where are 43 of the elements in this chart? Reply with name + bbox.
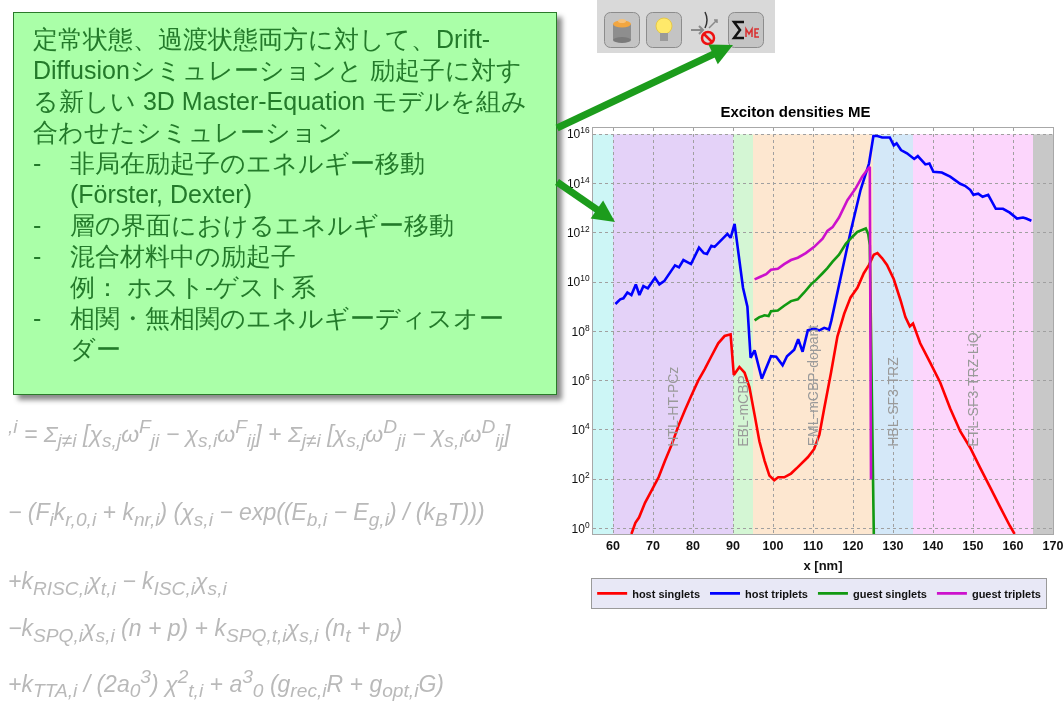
y-tick-label: 10$^{16}$	[566, 125, 590, 142]
x-tick-label: 110	[802, 539, 824, 553]
text: - 非局在励起子のエネルギー移動 (Förster, Dexter)	[33, 148, 426, 210]
text: +k$_{RISC,i}$χ$_{t,i}$ − k$_{ISC,i}$χ$_{s,i}$	[8, 567, 227, 601]
x-tick-label: 80	[686, 539, 700, 553]
text: - 混合材料中の励起子例： ホスト-ゲスト系	[33, 241, 318, 303]
text: −k$_{SPQ,i}$χ$_{s,i}$ (n + p) + k$_{SPQ,t,i}$χ$_{s,i}$ (n$_{t}$ + p$_{t}$)	[8, 615, 403, 646]
y-tick-label: 10$^{10}$	[566, 273, 590, 290]
text: $^{,i}$ = Σ$_{j≠i}$ [χ$_{s,j}$ω$^{F}$$_{ji}$ − χ$_{s,i}$ω$^{F}$$_{ij}$] + Σ$_{j≠i}$ [χ$_{s,j}$ω$^{D}$$_{ji}$ − χ$_{s,i}$ω$^{D}$$_{ij}$]	[8, 416, 511, 452]
band-label: ETL-SF3-TRZ-LiQ	[965, 332, 982, 447]
x-tick-label: 90	[726, 539, 740, 553]
text: - 相関・無相関のエネルギーディスオーダー	[33, 303, 505, 365]
x-tick-label: 70	[646, 539, 660, 553]
legend-label: guest triplets	[971, 587, 1041, 600]
line-series	[753, 165, 873, 481]
x-tick-label: 160	[1002, 539, 1024, 553]
y-tick-label: 10$^{2}$	[571, 470, 590, 487]
text: +k$_{TTA,i}$ / (2a$_{0}$$^{3}$) χ$^{2}$$_{t,i}$ + a$^{3}$$_{0}$ (g$_{rec,i}$R + g$_{opt,i}$G)	[8, 666, 444, 702]
x-tick-label: 150	[962, 539, 984, 553]
x-tick-label: 140	[922, 539, 944, 553]
text: - 層の界面におけるエネルギー移動	[33, 210, 455, 241]
y-tick-label: 10$^{8}$	[571, 322, 590, 339]
x-tick-label: 120	[842, 539, 864, 553]
legend-label: host singlets	[632, 587, 700, 600]
y-tick-label: 10$^{4}$	[571, 421, 590, 438]
x-tick-label: 130	[882, 539, 904, 553]
legend-label: guest singlets	[852, 587, 927, 600]
x-tick-label: 170	[1042, 539, 1064, 553]
text: 定常状態、過渡状態両方に対して、Drift-Diffusionシミュレーションと 励起子に対する新しい 3D Master-Equation モデルを組み合わせたシミュレーション	[33, 24, 529, 148]
x-tick-label: 60	[606, 539, 620, 553]
line-series	[630, 251, 1016, 534]
band-label: EBL-mCBP	[735, 375, 752, 447]
band-label: HTL-HT-PCz	[665, 366, 682, 447]
x-axis-title: x [nm]	[803, 557, 843, 573]
legend-label: host triplets	[745, 587, 808, 600]
y-tick-label: 10$^{6}$	[571, 371, 590, 388]
chart-title: Exciton densities ME	[720, 103, 871, 121]
x-tick-label: 100	[762, 539, 784, 553]
text: − (F$_{i}$k$_{r,0,i}$ + k$_{nr,i}$) (χ$_{s,i}$ − exp((E$_{b,i}$ − E$_{g,i}$) / (k$_{B}$T)))	[8, 499, 485, 530]
y-tick-label: 10$^{0}$	[571, 519, 590, 536]
band-label: EML-mCBP-dopant	[804, 324, 821, 447]
y-tick-label: 10$^{12}$	[566, 224, 590, 241]
band-label: HBL-SF3-TRZ	[885, 356, 902, 447]
